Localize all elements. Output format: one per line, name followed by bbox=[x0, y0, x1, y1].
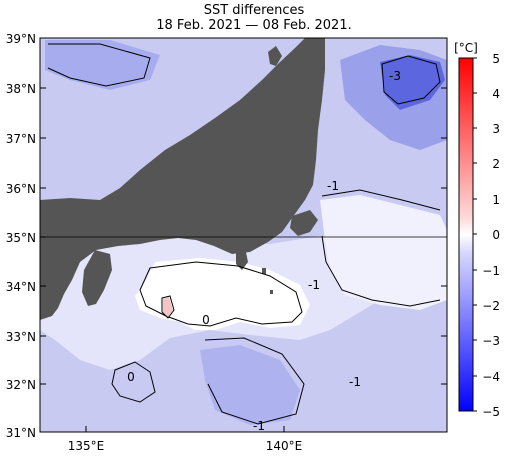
land-kii-peninsula bbox=[82, 250, 112, 306]
contour-label: 0 bbox=[127, 370, 135, 384]
latitude-label: 33°N bbox=[6, 330, 36, 344]
map-date-range: 18 Feb. 2021 — 08 Feb. 2021. bbox=[156, 18, 352, 33]
latitude-label: 31°N bbox=[6, 426, 36, 440]
latitude-label: 37°N bbox=[6, 132, 36, 146]
latitude-label: 38°N bbox=[6, 82, 36, 96]
colorbar-tick-label: 4 bbox=[492, 87, 500, 101]
land-izu-peninsula bbox=[236, 250, 248, 270]
contour-minus-one-north bbox=[47, 43, 151, 87]
colorbar-tick-label: −5 bbox=[482, 405, 500, 419]
colorbar-tick-label: −1 bbox=[482, 264, 500, 278]
latitude-label: 32°N bbox=[6, 378, 36, 392]
colorbar-tick-label: 0 bbox=[492, 228, 500, 242]
colorbar-tick-label: −3 bbox=[482, 334, 500, 348]
longitude-label: 135°E bbox=[68, 439, 105, 453]
map-title: SST differences bbox=[203, 3, 305, 18]
land-honshu bbox=[40, 38, 325, 320]
contour-lines bbox=[47, 43, 441, 425]
land-boso-peninsula bbox=[290, 210, 318, 236]
contour-minus-one-east bbox=[321, 189, 441, 307]
latitude-label: 34°N bbox=[6, 280, 36, 294]
contour-label: -1 bbox=[349, 375, 361, 389]
ocean-area-zero-east bbox=[320, 195, 447, 310]
colorbar-gradient bbox=[458, 57, 474, 412]
ocean-area-minus-two-south bbox=[200, 345, 300, 425]
positive-anomaly-patch bbox=[163, 297, 173, 317]
colorbar-unit: [°C] bbox=[454, 41, 478, 55]
colorbar-tick-label: 1 bbox=[492, 193, 500, 207]
latitude-label: 35°N bbox=[6, 231, 36, 245]
longitude-label: 140°E bbox=[266, 439, 303, 453]
map-frame bbox=[39, 37, 448, 433]
contour-zero-west bbox=[111, 361, 156, 403]
contour-label: -1 bbox=[308, 278, 320, 292]
colorbar-tick-label: 2 bbox=[492, 157, 500, 171]
contour-zero-south bbox=[139, 261, 303, 327]
latitude-ticks bbox=[40, 37, 447, 433]
land-izu-islands bbox=[262, 268, 273, 294]
contour-label: -1 bbox=[253, 419, 265, 433]
contour-minus-three bbox=[381, 55, 441, 105]
colorbar-tick-label: 5 bbox=[492, 52, 500, 66]
colorbar-tick-label: −4 bbox=[482, 370, 500, 384]
contour-label: -3 bbox=[389, 69, 401, 83]
contour-label: -1 bbox=[327, 179, 339, 193]
contour-minus-one-south bbox=[204, 337, 305, 425]
contour-positive-patch bbox=[161, 295, 175, 319]
map-panel bbox=[40, 38, 447, 432]
ocean-area-zero bbox=[135, 258, 310, 330]
ocean-area-minus-three bbox=[380, 55, 445, 110]
colorbar-tick-label: 3 bbox=[492, 122, 500, 136]
latitude-label: 39°N bbox=[6, 32, 36, 46]
colorbar-tick-label: −2 bbox=[482, 299, 500, 313]
longitude-ticks bbox=[85, 426, 285, 432]
contour-label: 0 bbox=[202, 313, 210, 327]
latitude-label: 36°N bbox=[6, 182, 36, 196]
land-sado-island bbox=[268, 46, 282, 66]
colorbar-ticks bbox=[473, 57, 477, 412]
colorbar: [°C] 5 4 3 2 1 0 −1 −2 −3 −4 −5 bbox=[454, 41, 500, 419]
